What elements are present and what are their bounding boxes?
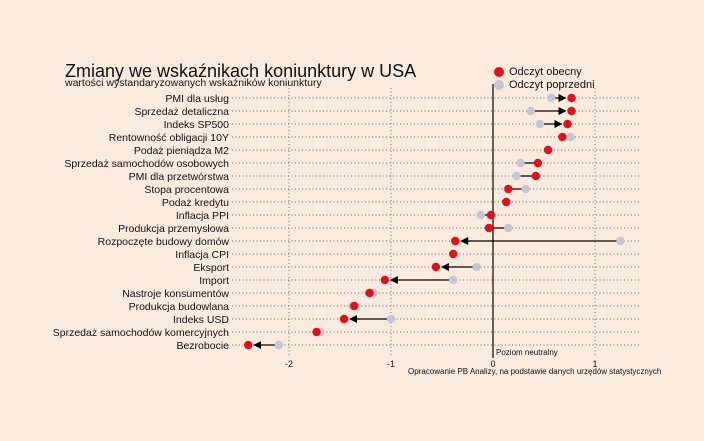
current-point (244, 340, 253, 350)
x-tick-label: -1 (387, 359, 395, 369)
category-label: Rentowność obligacji 10Y (109, 132, 229, 144)
previous-point (526, 106, 535, 116)
source-note: Opracowanie PB Analizy, na podstawie dan… (408, 367, 662, 376)
legend-item-previous: Odczyt poprzedni (494, 78, 595, 91)
previous-point (546, 93, 556, 103)
category-label: Produkcja budowlana (129, 301, 230, 313)
category-label: Inflacja CPI (175, 249, 229, 261)
previous-point (535, 119, 545, 129)
category-label: Nastroje konsumentów (122, 288, 229, 300)
current-point (312, 327, 321, 337)
previous-point (386, 314, 396, 324)
current-point (486, 210, 496, 220)
previous-point (516, 158, 525, 168)
chart-subtitle: wartości wystandaryzowanych wskaźników k… (65, 77, 322, 89)
legend-item-current: Odczyt obecny (494, 65, 595, 78)
legend-label-current: Odczyt obecny (509, 65, 582, 78)
current-point (365, 288, 374, 298)
category-label: Sprzedaż detaliczna (134, 106, 229, 118)
x-tick-label: -2 (285, 359, 293, 369)
category-label: Sprzedaż samochodów komercyjnych (53, 327, 229, 339)
current-point (350, 301, 359, 311)
category-label: Podaż pieniądza M2 (134, 145, 229, 157)
category-label: Eksport (193, 262, 229, 274)
previous-point (472, 262, 481, 272)
category-label: Inflacja PPI (176, 210, 229, 222)
current-point (533, 158, 543, 168)
category-label: Import (199, 275, 229, 287)
legend: Odczyt obecny Odczyt poprzedni (494, 65, 595, 91)
x-tick-label: 0 (490, 359, 495, 369)
previous-point (504, 223, 513, 233)
category-label: Podaż kredytu (162, 197, 229, 209)
current-point (567, 93, 576, 103)
category-label: Indeks SP500 (164, 119, 230, 131)
category-label: Rozpoczęte budowy domów (98, 236, 230, 248)
category-label: PMI dla przetwórstwa (129, 171, 230, 183)
previous-point (566, 132, 575, 142)
category-label: Indeks USD (173, 314, 229, 326)
previous-point (449, 275, 458, 285)
current-point (558, 132, 567, 142)
category-label: Bezrobocie (176, 340, 229, 352)
current-point (380, 275, 390, 285)
current-point (502, 197, 511, 207)
category-label: Sprzedaż samochodów osobowych (64, 158, 229, 170)
previous-point (476, 210, 485, 220)
legend-label-previous: Odczyt poprzedni (509, 78, 595, 91)
category-label: Stopa procentowa (144, 184, 229, 196)
chart-title: Zmiany we wskaźnikach koniunktury w USA (65, 61, 417, 81)
category-label: Produkcja przemysłowa (118, 223, 229, 235)
current-point (339, 314, 349, 324)
current-point (563, 119, 572, 129)
current-point (451, 236, 460, 246)
neutral-label: Poziom neutralny (496, 348, 558, 357)
current-point (449, 249, 458, 259)
current-point (567, 106, 576, 116)
previous-point (512, 171, 521, 181)
legend-marker-previous (494, 79, 504, 90)
previous-point (274, 340, 283, 350)
current-point (504, 184, 513, 194)
current-point (543, 145, 553, 155)
previous-point (616, 236, 625, 246)
legend-marker-current (494, 66, 504, 77)
current-point (484, 223, 494, 233)
current-point (431, 262, 441, 272)
category-label: PMI dla usług (165, 93, 229, 105)
current-point (531, 171, 541, 181)
x-tick-label: 1 (592, 359, 597, 369)
previous-point (521, 184, 530, 194)
